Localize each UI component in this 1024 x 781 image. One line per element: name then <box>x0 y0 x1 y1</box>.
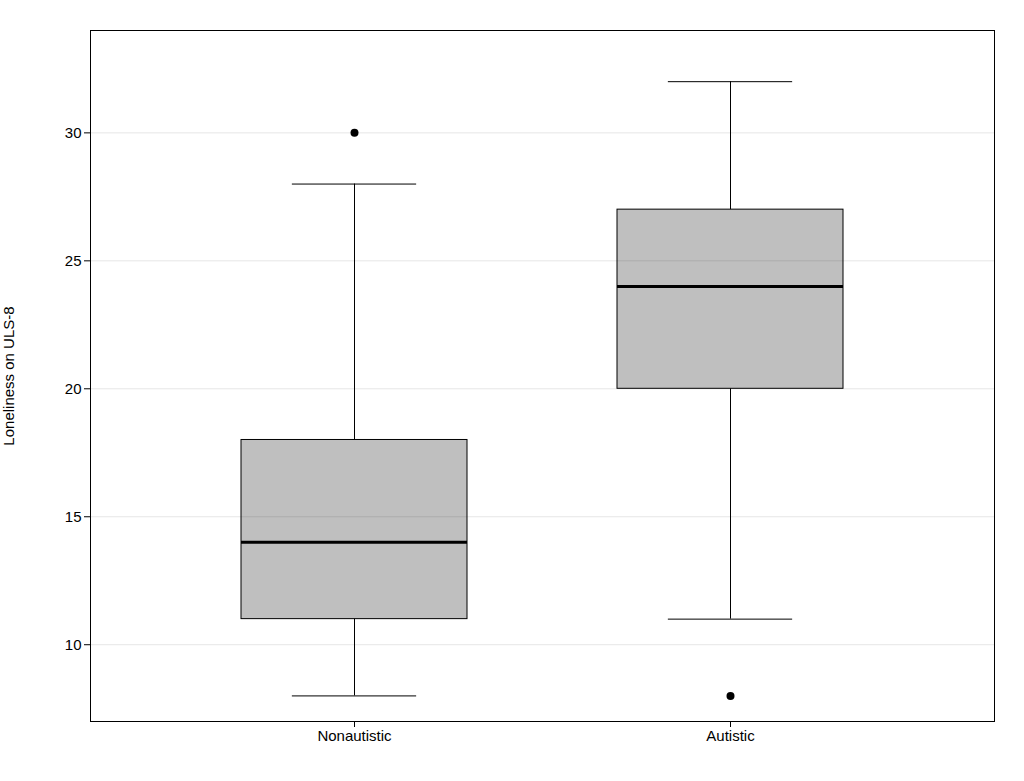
svg-text:25: 25 <box>65 252 82 269</box>
svg-text:Autistic: Autistic <box>706 727 755 744</box>
svg-text:30: 30 <box>65 124 82 141</box>
svg-text:20: 20 <box>65 380 82 397</box>
svg-text:15: 15 <box>65 508 82 525</box>
svg-text:Loneliness on ULS-8: Loneliness on ULS-8 <box>0 306 17 445</box>
svg-text:10: 10 <box>65 636 82 653</box>
svg-text:Nonautistic: Nonautistic <box>317 727 392 744</box>
